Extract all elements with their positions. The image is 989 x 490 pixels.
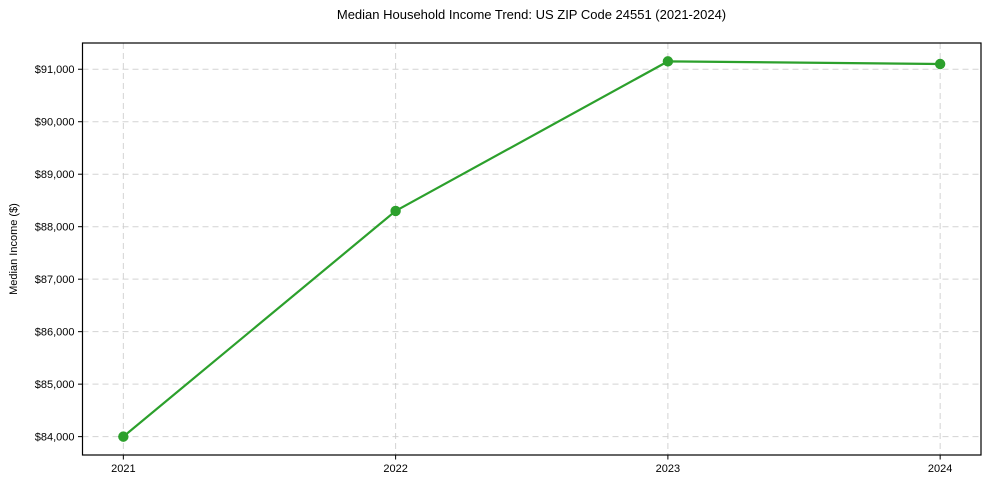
y-tick-label: $91,000: [35, 64, 75, 76]
x-tick-label: 2022: [383, 463, 407, 475]
x-tick-label: 2021: [111, 463, 135, 475]
series-line: [122, 60, 942, 438]
y-tick-label: $86,000: [35, 327, 75, 339]
y-tick-label: $88,000: [35, 222, 75, 234]
y-tick-label: $90,000: [35, 117, 75, 129]
plot-border: [81, 42, 982, 456]
y-axis-label: Median Income ($): [8, 203, 20, 295]
chart-title: Median Household Income Trend: US ZIP Co…: [336, 7, 727, 22]
data-point-marker: [662, 56, 674, 67]
y-tick-label: $87,000: [35, 274, 75, 286]
data-point-marker: [390, 205, 401, 217]
y-tick-label: $85,000: [35, 379, 75, 391]
y-tick-label: $84,000: [35, 432, 75, 444]
x-tick-label: 2023: [656, 463, 680, 475]
data-point-marker: [118, 431, 129, 442]
x-tick-label: 2024: [928, 463, 952, 475]
data-point-marker: [934, 58, 946, 70]
y-tick-label: $89,000: [35, 169, 75, 181]
